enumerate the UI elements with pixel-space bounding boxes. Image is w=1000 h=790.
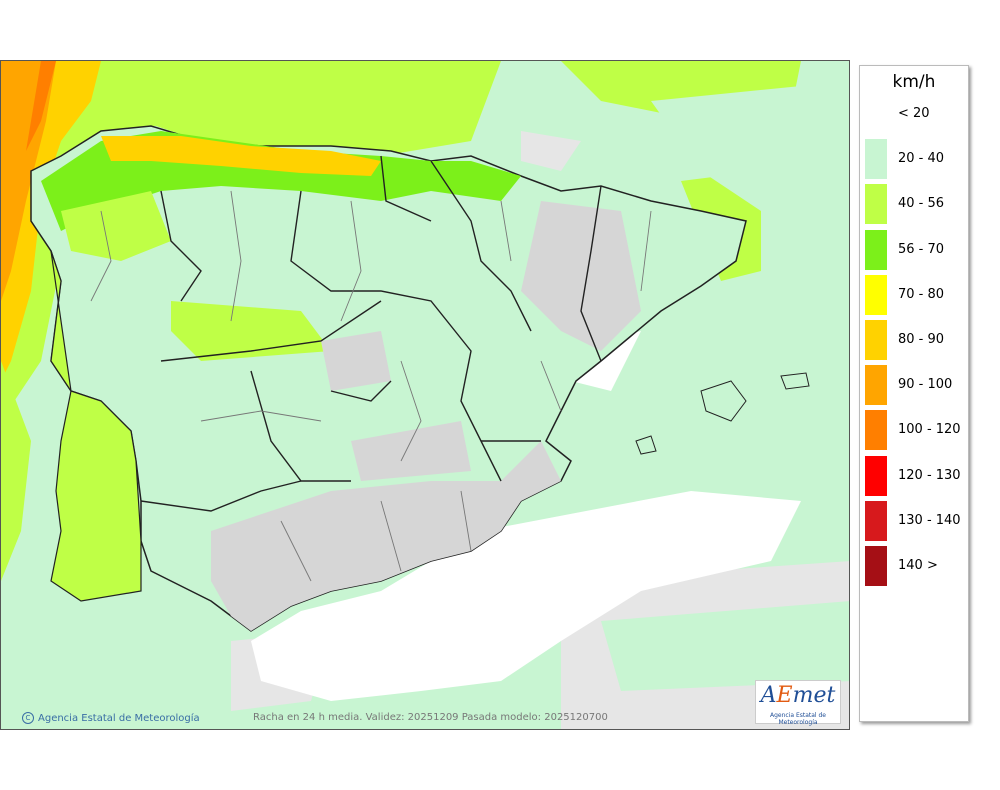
legend-row: 80 - 90 <box>860 320 970 360</box>
legend-swatch <box>865 455 887 496</box>
legend-row: < 20 <box>860 94 970 134</box>
legend-swatch <box>865 320 887 360</box>
legend-label: 130 - 140 <box>898 512 961 528</box>
legend-label: 40 - 56 <box>898 196 945 212</box>
legend-row: 140 > <box>860 546 970 586</box>
legend-swatch <box>865 274 887 315</box>
map-caption: Racha en 24 h media. Validez: 20251209 P… <box>253 712 608 723</box>
legend: km/h < 20 20 - 40 40 - 56 56 - 70 70 - 80 80 … <box>859 65 969 722</box>
legend-swatch <box>865 365 887 406</box>
legend-swatch <box>865 410 887 451</box>
legend-label: 120 - 130 <box>898 467 961 483</box>
wind-gust-map <box>0 60 850 730</box>
relief-patch <box>521 131 581 171</box>
credit-text: Agencia Estatal de Meteorología <box>38 713 200 724</box>
portugal-land <box>50 250 142 602</box>
algeria-field <box>601 601 849 691</box>
iberian-system-relief <box>521 201 641 351</box>
cantabrian-gust-strong <box>101 136 381 176</box>
legend-label: < 20 <box>898 106 930 121</box>
regional-borders <box>140 155 602 512</box>
legend-swatch <box>865 184 887 225</box>
legend-label: 70 - 80 <box>898 286 945 302</box>
ibiza <box>635 435 657 455</box>
atlantic-gust-strongest <box>26 61 56 151</box>
legend-label: 80 - 90 <box>898 332 945 347</box>
legend-row: 90 - 100 <box>860 365 970 406</box>
legend-row: 70 - 80 <box>860 274 970 315</box>
legend-swatch <box>865 546 887 586</box>
legend-label: 140 > <box>898 558 938 573</box>
betic-relief <box>211 441 561 631</box>
galicia-gust-band <box>61 191 171 261</box>
legend-row: 40 - 56 <box>860 184 970 225</box>
atlantic-gust-stronger <box>1 61 56 301</box>
menorca <box>780 372 810 390</box>
copyright-icon: C <box>22 712 34 724</box>
legend-row: 130 - 140 <box>860 500 970 541</box>
logo-subtitle: Agencia Estatal de Meteorología <box>769 712 826 726</box>
legend-unit: km/h <box>892 72 936 92</box>
legend-row: 120 - 130 <box>860 455 970 496</box>
legend-swatch <box>865 139 887 180</box>
logo-wordmark: AEmet <box>760 683 836 708</box>
legend-swatch <box>865 500 887 541</box>
legend-label: 90 - 100 <box>898 377 953 393</box>
duero-gust-band <box>171 301 331 361</box>
mallorca <box>700 380 747 422</box>
legend-label: 100 - 120 <box>898 422 961 438</box>
legend-row: 20 - 40 <box>860 139 970 180</box>
legend-swatch <box>865 229 887 270</box>
biscay-gust-band <box>121 61 501 156</box>
legend-label: 56 - 70 <box>898 241 945 257</box>
legend-label: 20 - 40 <box>898 151 945 167</box>
credit: C Agencia Estatal de Meteorología <box>22 712 200 724</box>
aemet-logo: AEmet Agencia Estatal de Meteorología <box>755 680 841 726</box>
province-borders <box>90 190 652 582</box>
legend-swatch <box>865 94 887 134</box>
calm-sea-alboran <box>251 491 801 701</box>
legend-row: 56 - 70 <box>860 229 970 270</box>
portugal-coast-band <box>1 361 31 581</box>
france-field <box>651 81 849 221</box>
central-system-relief <box>321 331 391 391</box>
legend-row: 100 - 120 <box>860 410 970 451</box>
la-mancha-relief <box>351 421 471 481</box>
